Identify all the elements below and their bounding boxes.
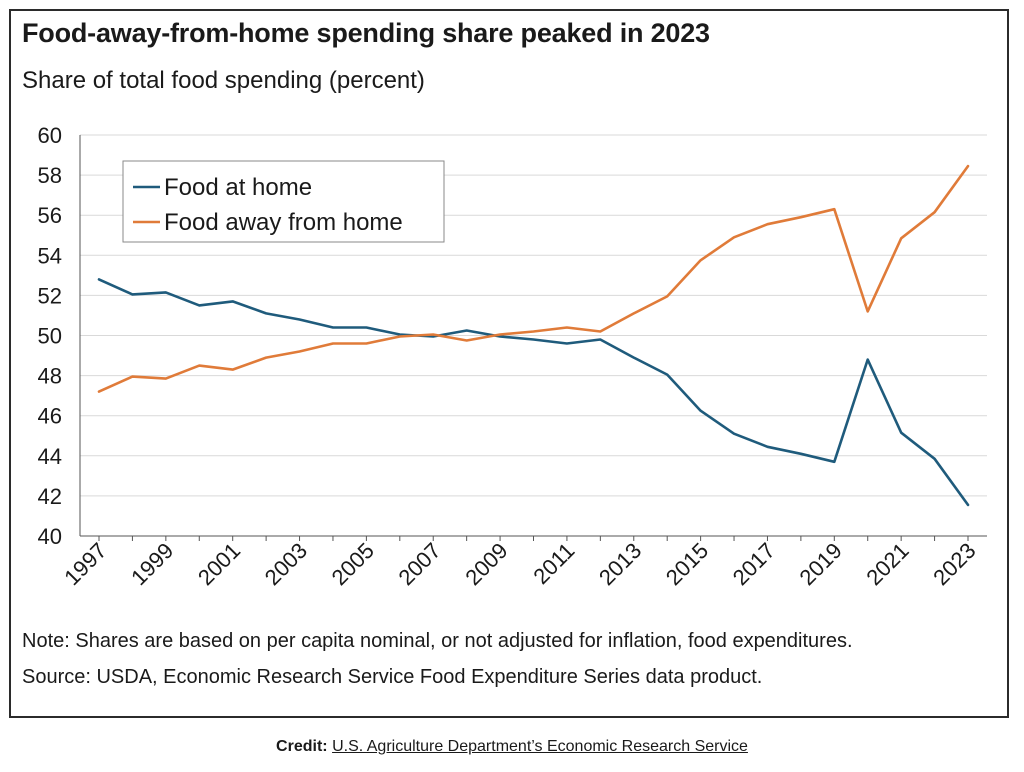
y-tick-label: 54 — [38, 243, 62, 268]
y-tick-label: 56 — [38, 203, 62, 228]
chart-note: Note: Shares are based on per capita nom… — [22, 630, 853, 652]
x-tick-label: 2001 — [193, 538, 245, 590]
y-tick-label: 42 — [38, 484, 62, 509]
x-tick-label: 2017 — [728, 538, 780, 590]
line-chart: 40 42 44 46 48 50 52 54 56 58 60 1997 1999 2001 2003 2… — [38, 123, 987, 590]
x-tick-label: 2005 — [327, 538, 379, 590]
credit-link[interactable]: U.S. Agriculture Department’s Economic R… — [332, 738, 748, 755]
y-tick-label: 52 — [38, 283, 62, 308]
axes — [79, 135, 987, 541]
series-line-food-at-home — [97, 278, 970, 507]
x-tick-label: 2003 — [260, 538, 312, 590]
x-tick-label: 2007 — [393, 538, 445, 590]
y-tick-label: 60 — [38, 123, 62, 148]
series-lines — [97, 164, 970, 507]
y-tick-label: 46 — [38, 404, 62, 429]
chart-subtitle: Share of total food spending (percent) — [22, 67, 425, 94]
x-tick-label: 2023 — [928, 538, 980, 590]
legend: Food at home Food away from home — [122, 160, 445, 243]
x-tick-label: 2011 — [528, 538, 579, 589]
y-tick-label: 44 — [38, 444, 62, 469]
chart-source: Source: USDA, Economic Research Service … — [22, 666, 763, 688]
credit-label: Credit: — [276, 738, 328, 755]
credit-line: Credit: U.S. Agriculture Department’s Ec… — [0, 738, 1024, 756]
x-tick-label: 2009 — [460, 538, 512, 590]
y-tick-label: 48 — [38, 364, 62, 389]
x-tick-label: 2013 — [594, 538, 646, 590]
x-tick-label: 2021 — [861, 538, 913, 590]
x-tick-label: 1997 — [59, 538, 111, 590]
y-tick-label: 58 — [38, 163, 62, 188]
x-tick-labels: 1997 1999 2001 2003 2005 2007 2009 2011 2013 2015… — [59, 538, 980, 590]
chart-frame — [9, 9, 1009, 718]
legend-box — [122, 160, 445, 243]
x-tick-label: 2019 — [795, 538, 847, 590]
y-tick-label: 50 — [38, 324, 62, 349]
y-tick-labels: 40 42 44 46 48 50 52 54 56 58 60 — [38, 123, 62, 549]
legend-label-food-at-home: Food at home — [164, 174, 312, 201]
x-tick-label: 1999 — [126, 538, 178, 590]
chart-title: Food-away-from-home spending share peake… — [22, 18, 710, 48]
legend-label-food-away-from-home: Food away from home — [164, 209, 403, 236]
x-tick-label: 2015 — [661, 538, 713, 590]
y-tick-label: 40 — [38, 524, 62, 549]
